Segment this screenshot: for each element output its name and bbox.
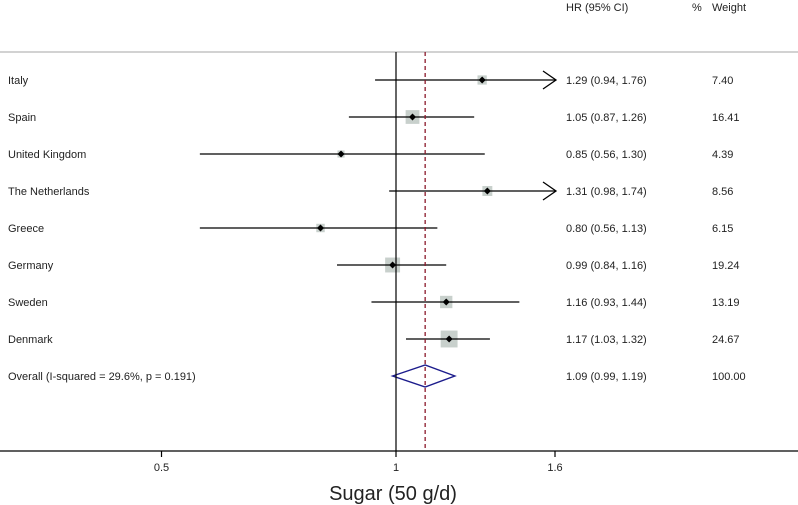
study-row: Denmark 1.17 (1.03, 1.32) 24.67 xyxy=(8,330,740,348)
ci-value: 0.85 (0.56, 1.30) xyxy=(566,149,647,161)
header-weight-pct: % xyxy=(692,2,702,14)
overall-ci-value: 1.09 (0.99, 1.19) xyxy=(566,371,647,383)
study-label: Germany xyxy=(8,260,54,272)
overall-weight-value: 100.00 xyxy=(712,371,746,383)
x-tick-label: 1 xyxy=(393,462,399,474)
point-estimate xyxy=(483,187,491,195)
ci-arrow xyxy=(542,70,558,90)
study-label: United Kingdom xyxy=(8,149,86,161)
ci-value: 1.16 (0.93, 1.44) xyxy=(566,297,647,309)
overall-diamond xyxy=(390,364,457,388)
study-label: Italy xyxy=(8,75,29,87)
reference-lines xyxy=(395,52,426,451)
weight-value: 6.15 xyxy=(712,223,733,235)
header-weight: Weight xyxy=(712,2,746,14)
study-row: Greece 0.80 (0.56, 1.13) 6.15 xyxy=(8,223,733,235)
study-row: Sweden 1.16 (0.93, 1.44) 13.19 xyxy=(8,295,740,309)
study-label: Denmark xyxy=(8,334,53,346)
ci-value: 1.17 (1.03, 1.32) xyxy=(566,334,647,346)
point-estimate xyxy=(317,224,325,232)
overall-label: Overall (I-squared = 29.6%, p = 0.191) xyxy=(8,371,196,383)
weight-value: 13.19 xyxy=(712,297,740,309)
x-tick-label: 1.6 xyxy=(547,462,562,474)
point-estimate xyxy=(389,261,397,269)
study-row: The Netherlands 1.31 (0.98, 1.74) 8.56 xyxy=(8,181,733,201)
study-row: Italy 1.29 (0.94, 1.76) 7.40 xyxy=(8,70,733,90)
point-estimate xyxy=(442,298,450,306)
header-estimate: HR (95% CI) xyxy=(566,2,628,14)
point-estimate xyxy=(337,150,345,158)
study-label: Greece xyxy=(8,223,44,235)
study-rows: Italy 1.29 (0.94, 1.76) 7.40 Spain 1.05 (0.8… xyxy=(8,70,746,388)
point-estimate xyxy=(409,113,417,121)
weight-value: 19.24 xyxy=(712,260,740,272)
overall-row: Overall (I-squared = 29.6%, p = 0.191) 1.… xyxy=(8,364,746,388)
study-label: The Netherlands xyxy=(8,186,90,198)
weight-value: 24.67 xyxy=(712,334,740,346)
x-axis: 0.5 1 1.6 xyxy=(0,450,798,474)
weight-value: 16.41 xyxy=(712,112,740,124)
ci-value: 1.29 (0.94, 1.76) xyxy=(566,75,647,87)
x-tick-label: 0.5 xyxy=(154,462,169,474)
point-estimate xyxy=(478,76,486,84)
study-row: Spain 1.05 (0.87, 1.26) 16.41 xyxy=(8,110,740,124)
ci-value: 0.99 (0.84, 1.16) xyxy=(566,260,647,272)
weight-value: 8.56 xyxy=(712,186,733,198)
weight-value: 7.40 xyxy=(712,75,733,87)
study-row: United Kingdom 0.85 (0.56, 1.30) 4.39 xyxy=(8,149,733,161)
weight-value: 4.39 xyxy=(712,149,733,161)
study-row: Germany 0.99 (0.84, 1.16) 19.24 xyxy=(8,257,740,273)
x-axis-label: Sugar (50 g/d) xyxy=(329,483,457,505)
ci-arrow xyxy=(542,181,558,201)
study-label: Sweden xyxy=(8,297,48,309)
point-estimate xyxy=(445,335,453,343)
ci-value: 0.80 (0.56, 1.13) xyxy=(566,223,647,235)
ci-value: 1.31 (0.98, 1.74) xyxy=(566,186,647,198)
ci-value: 1.05 (0.87, 1.26) xyxy=(566,112,647,124)
study-label: Spain xyxy=(8,112,36,124)
column-headers: HR (95% CI) % Weight xyxy=(566,2,746,14)
